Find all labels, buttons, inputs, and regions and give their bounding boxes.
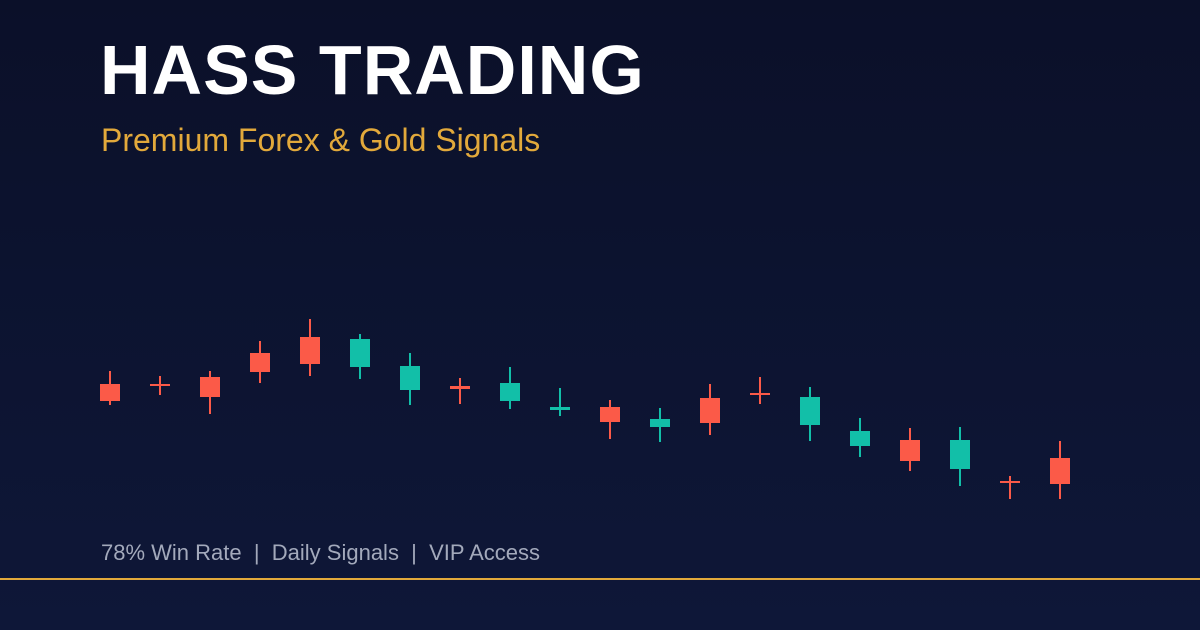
footer: 78% Win Rate | Daily Signals | VIP Acces…	[101, 540, 540, 565]
candle-body	[850, 431, 870, 446]
candle-body	[1050, 458, 1070, 484]
candle-body	[150, 384, 170, 386]
candle-body	[350, 339, 370, 367]
candle-body	[1000, 481, 1020, 483]
title: HASS TRADING	[100, 31, 645, 109]
candle-body	[500, 383, 520, 401]
divider	[0, 578, 1200, 580]
candle-body	[900, 440, 920, 461]
candle-body	[950, 440, 970, 469]
candle-body	[550, 407, 570, 410]
candle-body	[650, 419, 670, 427]
candle-body	[400, 366, 420, 390]
candle-body	[750, 393, 770, 395]
candle-body	[200, 377, 220, 397]
subtitle: Premium Forex & Gold Signals	[101, 122, 541, 158]
candle-body	[600, 407, 620, 422]
candle-body	[450, 386, 470, 389]
candle-body	[800, 397, 820, 425]
candle-body	[700, 398, 720, 423]
candle-body	[100, 384, 120, 401]
candle-body	[250, 353, 270, 372]
candle-body	[300, 337, 320, 364]
